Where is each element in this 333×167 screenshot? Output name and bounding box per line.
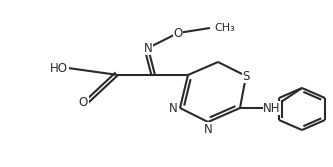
Text: N: N [203,123,212,136]
Text: O: O [79,97,88,110]
Text: NH: NH [263,102,281,115]
Text: S: S [242,69,250,82]
Text: N: N [169,102,178,115]
Text: O: O [173,27,182,40]
Text: HO: HO [50,61,68,74]
Text: CH₃: CH₃ [214,23,235,33]
Text: N: N [144,42,153,54]
